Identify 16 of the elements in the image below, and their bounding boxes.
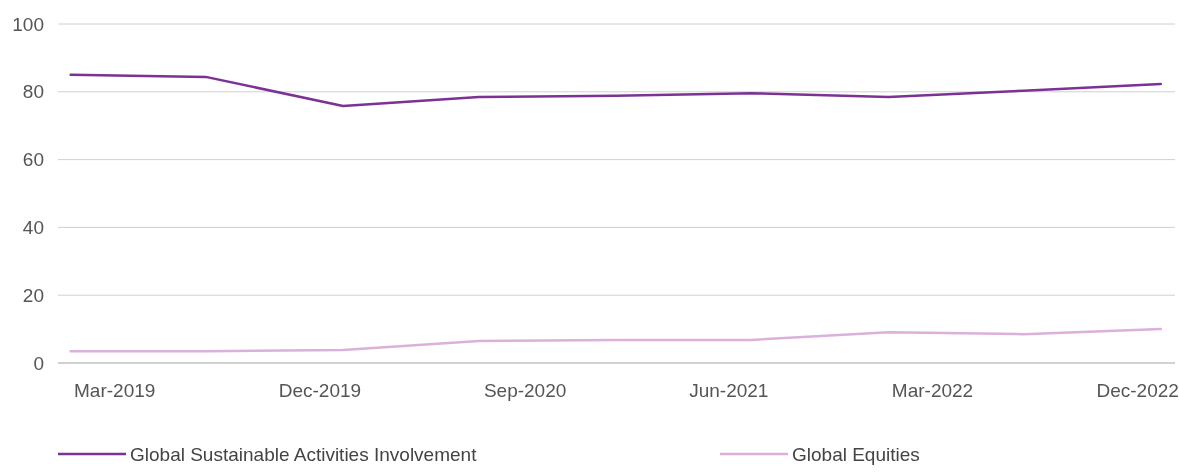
legend-label: Global Sustainable Activities Involvement <box>130 443 478 465</box>
y-tick-label: 80 <box>22 81 44 103</box>
y-tick-label: 40 <box>22 217 44 239</box>
x-tick-label: Jun-2021 <box>689 380 769 401</box>
line-series <box>69 327 1163 353</box>
y-tick-label: 60 <box>22 149 44 171</box>
x-tick-label: Mar-2022 <box>891 380 974 401</box>
y-tick-label: 100 <box>12 13 44 35</box>
x-tick-label: Mar-2019 <box>74 380 156 401</box>
x-tick-label: Dec-2019 <box>278 380 362 401</box>
x-tick-label: Dec-2022 <box>1096 380 1179 401</box>
y-tick-label: 20 <box>22 284 44 306</box>
x-tick-label: Sep-2020 <box>483 380 567 401</box>
line-series <box>69 73 1163 108</box>
legend-label: Global Equities <box>792 443 920 465</box>
y-tick-label: 0 <box>33 352 44 374</box>
